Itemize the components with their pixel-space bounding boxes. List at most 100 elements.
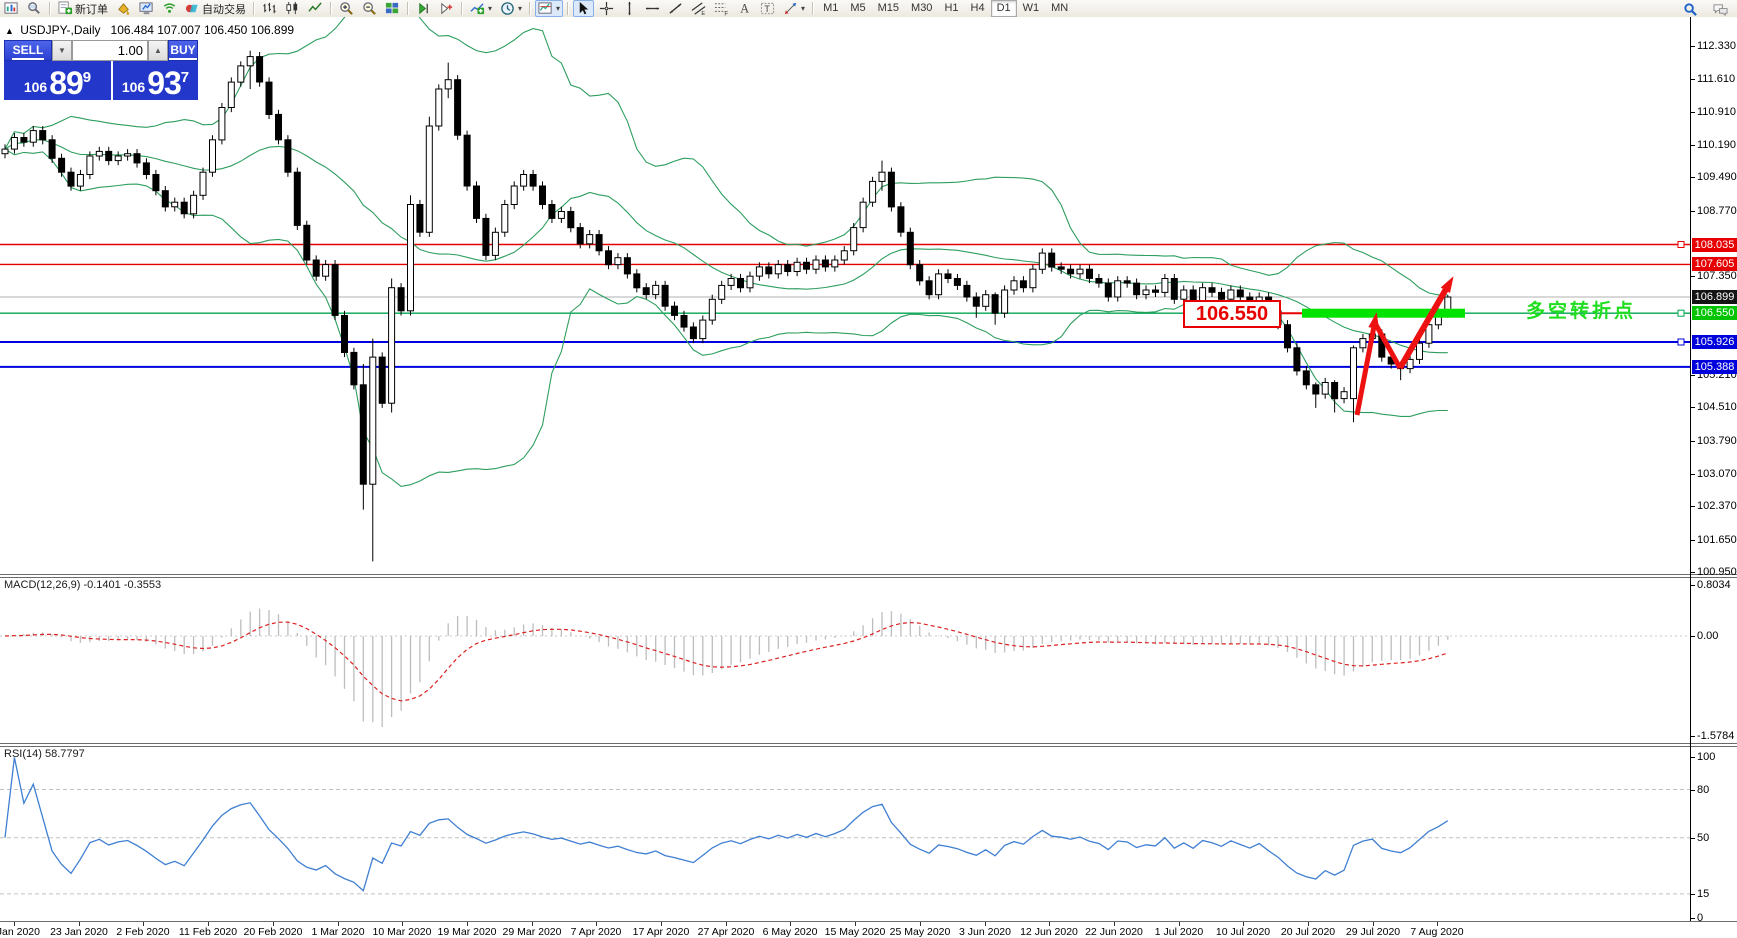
timeframe-m15-button[interactable]: M15 bbox=[877, 2, 900, 14]
rsi-tick-label: 50 bbox=[1697, 832, 1710, 844]
periods-button[interactable]: ▾ bbox=[497, 0, 525, 17]
turning-point-annotation[interactable]: 多空转折点 bbox=[1526, 301, 1637, 322]
line-handle bbox=[1677, 241, 1685, 248]
price-tick-label: 107.350 bbox=[1697, 270, 1737, 282]
rsi-tick-label: 15 bbox=[1697, 888, 1710, 900]
date-tick bbox=[726, 922, 727, 926]
periods-dropdown-caret[interactable]: ▾ bbox=[518, 4, 523, 13]
axis-tick bbox=[1690, 540, 1695, 541]
symbol-header: ▲ USDJPY-,Daily 106.484 107.007 106.450 … bbox=[5, 23, 294, 37]
arrows-icon bbox=[784, 2, 797, 15]
styles-button[interactable] bbox=[113, 0, 134, 17]
date-label: 27 Apr 2020 bbox=[697, 926, 755, 938]
new-order-button[interactable]: 新订单 bbox=[55, 0, 111, 17]
date-tick bbox=[402, 922, 403, 926]
crosshair-button[interactable] bbox=[596, 0, 617, 17]
axis-tick bbox=[1690, 407, 1695, 408]
vertical-line-button[interactable] bbox=[619, 0, 640, 17]
date-axis[interactable]: 4 Jan 2020 23 Jan 2020 2 Feb 2020 11 Feb 20… bbox=[0, 922, 1737, 938]
timeframe-h1-button[interactable]: H1 bbox=[944, 2, 959, 14]
autotrading-button[interactable]: 自动交易 bbox=[182, 0, 249, 17]
fibonacci-button[interactable]: F bbox=[711, 0, 732, 17]
chat-icon[interactable] bbox=[1709, 1, 1732, 18]
indicators-button[interactable]: ▾ bbox=[467, 0, 495, 17]
axis-tick bbox=[1690, 46, 1695, 47]
timeframe-w1-button[interactable]: W1 bbox=[1022, 2, 1040, 14]
price-tick-label: 100.950 bbox=[1697, 566, 1737, 578]
price-tick-label: 104.510 bbox=[1697, 401, 1737, 413]
timeframe-m1-button[interactable]: M1 bbox=[823, 2, 839, 14]
volume-input[interactable]: 1.00 bbox=[72, 40, 148, 61]
date-label: 4 Jan 2020 bbox=[0, 926, 40, 938]
timeframe-m30-button[interactable]: M30 bbox=[911, 2, 933, 14]
zoom-in-button[interactable] bbox=[336, 0, 357, 17]
cursor-button[interactable] bbox=[573, 0, 595, 17]
macd-tick-label: 0.00 bbox=[1697, 630, 1719, 642]
chart-shift-button[interactable] bbox=[436, 0, 457, 17]
price-tick-label: 110.190 bbox=[1697, 139, 1736, 151]
pane-splitter[interactable] bbox=[0, 743, 1737, 744]
tile-windows-button[interactable] bbox=[382, 0, 403, 17]
date-label: 7 Apr 2020 bbox=[570, 926, 622, 938]
templates-button[interactable]: ▾ bbox=[535, 0, 564, 17]
signal-button[interactable] bbox=[159, 0, 180, 17]
bar-chart-button[interactable] bbox=[259, 0, 280, 17]
axis-tick bbox=[1690, 736, 1695, 737]
axis-tick bbox=[1690, 757, 1695, 758]
volume-increase-button[interactable]: ▲ bbox=[148, 40, 168, 61]
new-chart-icon bbox=[4, 2, 18, 14]
price-line-badge: 108.035 bbox=[1692, 238, 1737, 252]
price-level-callout[interactable]: 106.550 bbox=[1183, 300, 1281, 328]
trendline-icon bbox=[669, 3, 682, 14]
pane-splitter[interactable] bbox=[0, 574, 1737, 575]
line-chart-button[interactable] bbox=[305, 0, 326, 17]
publish-button[interactable] bbox=[136, 0, 157, 17]
timeframe-mn-button[interactable]: MN bbox=[1051, 2, 1069, 14]
styles-icon bbox=[118, 3, 130, 15]
candle-chart-button[interactable] bbox=[282, 0, 303, 17]
macd-pane[interactable] bbox=[0, 578, 1690, 743]
text-icon: A bbox=[740, 2, 749, 16]
timeframe-h4-button[interactable]: H4 bbox=[970, 2, 985, 14]
date-tick bbox=[273, 922, 274, 926]
arrows-button[interactable]: ▾ bbox=[780, 0, 808, 17]
search-icon[interactable] bbox=[1680, 1, 1701, 18]
profiles-icon bbox=[28, 2, 40, 14]
horizontal-line-button[interactable] bbox=[642, 0, 663, 17]
chart-shift-icon bbox=[441, 2, 453, 15]
rsi-tick-label: 100 bbox=[1697, 751, 1716, 763]
chart-forward-button[interactable] bbox=[413, 0, 434, 17]
timeframe-m5-button[interactable]: M5 bbox=[850, 2, 866, 14]
date-label: 29 Mar 2020 bbox=[502, 926, 562, 938]
price-tick-label: 103.790 bbox=[1697, 435, 1737, 447]
sell-button[interactable]: SELL bbox=[4, 40, 52, 61]
equidistant-channel-button[interactable]: E bbox=[688, 0, 709, 17]
rsi-tick-label: 80 bbox=[1697, 784, 1710, 796]
text-label-icon: T bbox=[760, 2, 775, 15]
templates-dropdown-caret[interactable]: ▾ bbox=[556, 4, 561, 13]
buy-price-display[interactable]: 106 93 7 bbox=[113, 61, 198, 100]
rsi-pane[interactable] bbox=[0, 746, 1690, 921]
axis-tick bbox=[1690, 211, 1695, 212]
arrows-dropdown-caret[interactable]: ▾ bbox=[801, 4, 806, 13]
volume-decrease-button[interactable]: ▼ bbox=[52, 40, 72, 61]
crosshair-icon bbox=[599, 1, 614, 16]
buy-button[interactable]: BUY bbox=[168, 40, 198, 61]
profiles-button[interactable] bbox=[24, 0, 45, 17]
chart-area: ▲ USDJPY-,Daily 106.484 107.007 106.450 … bbox=[0, 17, 1737, 938]
axis-separator bbox=[0, 921, 1737, 922]
toolbar-separator bbox=[407, 2, 409, 15]
zoom-out-button[interactable] bbox=[359, 0, 380, 17]
sell-price-display[interactable]: 106 89 9 bbox=[4, 61, 111, 100]
text-label-button[interactable]: T bbox=[757, 0, 778, 17]
date-label: 25 May 2020 bbox=[889, 926, 951, 938]
main-price-pane[interactable] bbox=[0, 17, 1690, 574]
date-label: 7 Aug 2020 bbox=[1410, 926, 1464, 938]
toolbar-separator bbox=[330, 2, 332, 15]
trendline-button[interactable] bbox=[665, 0, 686, 17]
new-chart-button[interactable] bbox=[1, 0, 22, 17]
timeframe-d1-button[interactable]: D1 bbox=[990, 0, 1017, 17]
text-button[interactable]: A bbox=[734, 0, 755, 17]
support-zone-bar bbox=[1302, 308, 1465, 318]
indicators-dropdown-caret[interactable]: ▾ bbox=[488, 4, 493, 13]
